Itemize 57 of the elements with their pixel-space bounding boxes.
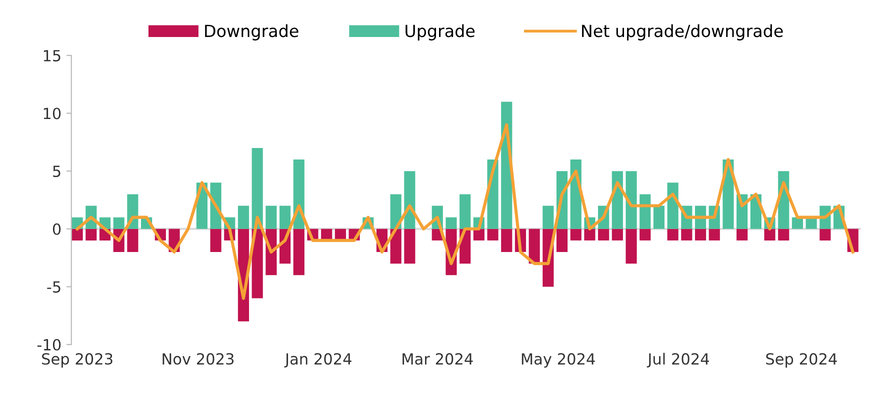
y-tick-label: 10 xyxy=(44,108,61,120)
x-tick-label: Jan 2024 xyxy=(284,353,352,368)
bar xyxy=(446,217,457,229)
bar xyxy=(487,228,498,240)
y-tick-label: 15 xyxy=(44,50,60,62)
bar xyxy=(736,228,748,240)
x-tick-label: Jul 2024 xyxy=(646,352,709,368)
bar xyxy=(667,228,678,240)
bar xyxy=(640,194,651,229)
bar xyxy=(764,228,776,240)
bar xyxy=(390,228,402,264)
bar xyxy=(653,206,665,229)
bar xyxy=(501,228,512,252)
bar xyxy=(473,228,484,240)
bar xyxy=(640,228,651,240)
legend-label: Net upgrade/downgrade xyxy=(582,24,783,40)
bar xyxy=(542,206,554,229)
bar xyxy=(127,228,138,252)
bar xyxy=(72,228,83,240)
bar xyxy=(570,228,582,240)
x-tick-label: Nov 2023 xyxy=(162,353,234,365)
bar xyxy=(694,228,706,240)
bar xyxy=(460,194,471,229)
bar xyxy=(293,228,304,276)
bar xyxy=(210,228,222,252)
x-tick-label: Sep 2024 xyxy=(766,353,837,368)
bar xyxy=(681,228,692,240)
x-tick-label: May 2024 xyxy=(522,353,595,368)
legend-label: Upgrade xyxy=(406,24,475,40)
y-tick-label: 0 xyxy=(52,223,61,235)
bar xyxy=(612,228,623,240)
bar xyxy=(280,206,291,229)
y-tick-label: -10 xyxy=(37,338,61,351)
bar xyxy=(626,171,637,229)
y-tick-label: 5 xyxy=(53,166,60,178)
bar xyxy=(778,228,790,240)
bar xyxy=(404,228,416,264)
bar xyxy=(252,148,263,229)
bar xyxy=(113,217,124,229)
legend-label: Downgrade xyxy=(205,24,298,40)
bar xyxy=(528,228,540,264)
x-tick-label: Mar 2024 xyxy=(402,353,473,365)
bar xyxy=(708,228,720,240)
line-series xyxy=(76,123,854,300)
bar xyxy=(266,206,277,229)
x-tick-label: Sep 2023 xyxy=(42,353,112,368)
bar xyxy=(238,206,250,229)
bar xyxy=(390,194,402,229)
bar xyxy=(598,228,610,240)
bar xyxy=(404,171,416,229)
bar xyxy=(792,217,804,229)
y-tick-label: -5 xyxy=(47,281,60,293)
bar xyxy=(626,228,637,264)
bar xyxy=(556,228,568,252)
bar xyxy=(86,228,97,240)
bar xyxy=(584,228,596,240)
bar xyxy=(820,228,831,240)
